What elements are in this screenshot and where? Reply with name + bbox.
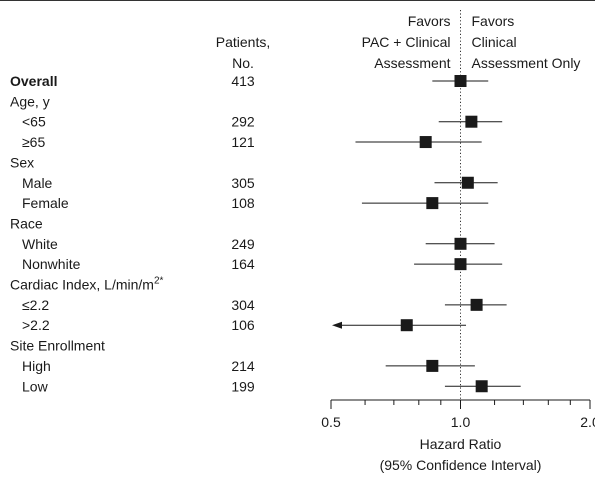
hazard-ratio-point — [465, 115, 478, 128]
patient-count: 214 — [231, 358, 255, 374]
hazard-ratio-point — [426, 197, 439, 210]
patient-count: 108 — [231, 195, 255, 211]
row-label-superscript: 2* — [154, 276, 164, 287]
row-label: Female — [22, 195, 69, 211]
hazard-ratio-point — [461, 176, 474, 189]
row-label: Site Enrollment — [10, 338, 105, 354]
patient-count: 305 — [231, 175, 255, 191]
x-axis-title-line-1: Hazard Ratio — [420, 436, 502, 452]
patient-count: 199 — [231, 378, 255, 394]
row-label: ≤2.2 — [22, 297, 49, 313]
hazard-ratio-point — [475, 380, 488, 393]
hazard-ratio-point — [454, 75, 467, 87]
patient-count: 292 — [231, 114, 255, 130]
hazard-ratio-point — [470, 298, 483, 311]
x-axis: 0.5 1.0 2.0 Hazard Ratio (95% Confidence Int… — [321, 399, 595, 473]
row-label: Low — [22, 378, 49, 394]
patient-count: 121 — [231, 134, 255, 150]
row-label: Male — [22, 175, 53, 191]
row-label: High — [22, 358, 51, 374]
row-label: Age, y — [10, 93, 50, 109]
patient-count: 106 — [231, 317, 255, 333]
favors-right-line-1: Favors — [472, 13, 515, 29]
ci-arrow-left — [332, 321, 342, 329]
row-label: White — [22, 236, 58, 252]
row-label: >2.2 — [22, 317, 50, 333]
row-label: <65 — [22, 114, 46, 130]
favors-right-line-3: Assessment Only — [472, 55, 581, 71]
hazard-ratio-point — [426, 359, 439, 372]
favors-left-line-3: Assessment — [374, 55, 450, 71]
x-axis-title-line-2: (95% Confidence Interval) — [380, 457, 542, 473]
row-label: Overall — [10, 73, 57, 89]
row-label: Race — [10, 215, 43, 231]
column-headers: Patients, No. Favors PAC + Clinical Assessme… — [216, 13, 581, 71]
row-label: Cardiac Index, L/min/m2* — [10, 276, 164, 293]
favors-right-line-2: Clinical — [472, 34, 517, 50]
patient-count: 164 — [231, 256, 255, 272]
patient-count: 249 — [231, 236, 255, 252]
favors-left-line-2: PAC + Clinical — [362, 34, 451, 50]
patient-count: 304 — [231, 297, 255, 313]
favors-left-line-1: Favors — [408, 13, 451, 29]
hazard-ratio-point — [400, 319, 413, 332]
x-tick-label: 1.0 — [451, 414, 471, 430]
row-label: Sex — [10, 154, 34, 170]
hazard-ratio-point — [419, 136, 432, 149]
row-label: ≥65 — [22, 134, 45, 150]
patients-header-line-1: Patients, — [216, 34, 270, 50]
row-label: Nonwhite — [22, 256, 81, 272]
hazard-ratio-point — [454, 258, 467, 271]
x-tick-label: 2.0 — [580, 414, 595, 430]
chart-marks — [332, 10, 521, 400]
row-labels: Overall 413 Age, y <65 292 ≥65 121 Sex Male 305 Fe… — [10, 73, 255, 394]
x-tick-label: 0.5 — [321, 414, 341, 430]
patient-count: 413 — [231, 73, 255, 89]
patients-header-line-2: No. — [232, 55, 254, 71]
hazard-ratio-point — [454, 237, 467, 250]
